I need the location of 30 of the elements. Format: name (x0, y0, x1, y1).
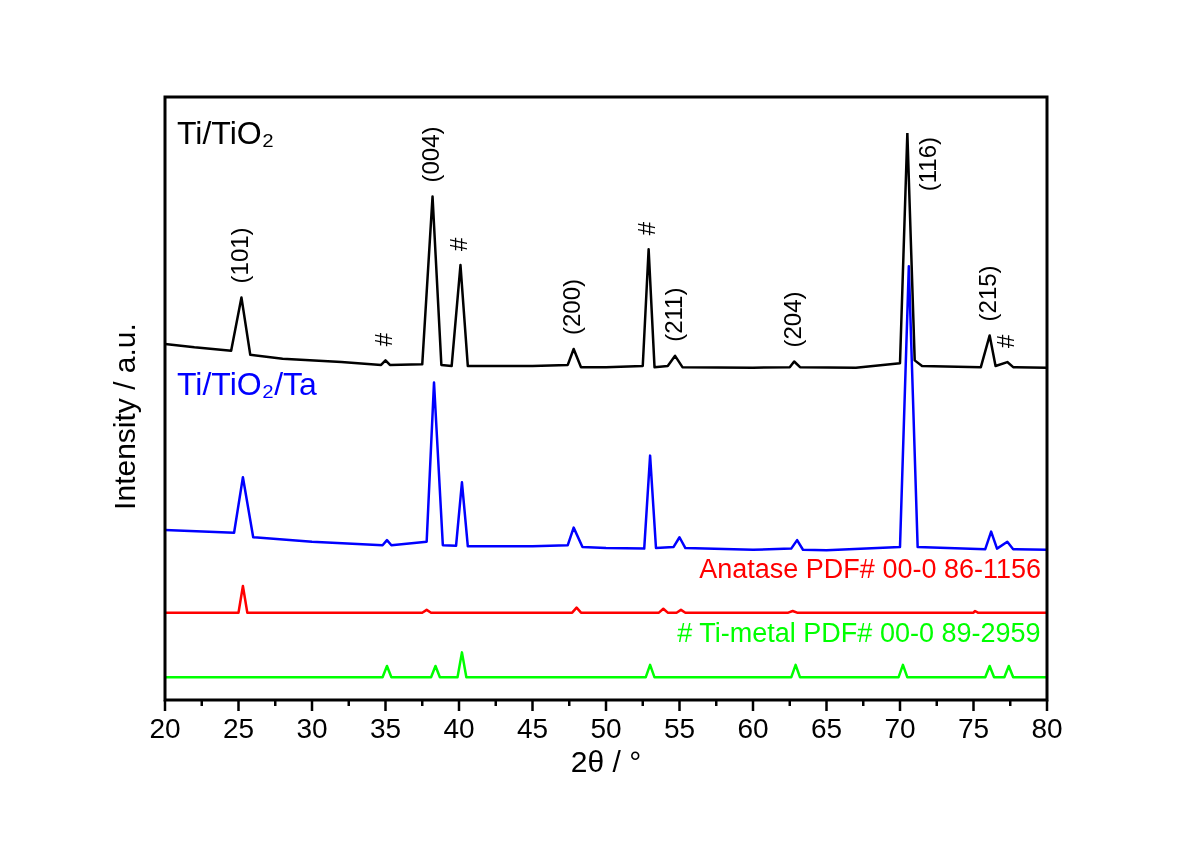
x-tick-label: 45 (516, 712, 549, 744)
x-tick-label: 55 (663, 712, 696, 744)
text: Ti/TiO₂ (177, 114, 275, 151)
x-tick-label: 40 (443, 712, 475, 744)
x-tick-label: 20 (149, 712, 181, 744)
x-tick-label: 25 (222, 712, 255, 744)
x-tick-label: 35 (369, 712, 402, 744)
annotation: (101) (226, 227, 254, 284)
annotation: (200) (558, 279, 586, 336)
x-axis-title: 2θ / ° (570, 745, 642, 779)
annotation: # (633, 221, 661, 236)
x-tick-label: 60 (737, 712, 769, 744)
annotation: # (991, 334, 1019, 349)
x-tick-label: 70 (884, 712, 916, 744)
annotation: # (445, 237, 473, 252)
text: Ti/TiO₂/Ta (177, 365, 318, 402)
x-tick-label: 80 (1031, 712, 1063, 744)
annotation: (215) (974, 265, 1002, 322)
annotation: (004) (417, 126, 445, 183)
annotation: (116) (913, 137, 941, 192)
x-tick-label: 75 (957, 712, 990, 744)
x-tick-label: 30 (296, 712, 328, 744)
series-label: Anatase PDF# 00-0 86-1156 (699, 553, 1041, 584)
x-tick-label: 50 (590, 712, 622, 744)
annotation: # (370, 332, 398, 347)
annotation: (204) (778, 291, 806, 348)
x-tick-label: 65 (810, 712, 843, 744)
y-axis-title: Intensity / a.u. (108, 323, 142, 510)
annotation: (211) (659, 287, 687, 342)
series-label: # Ti-metal PDF# 00-0 89-2959 (677, 618, 1041, 649)
